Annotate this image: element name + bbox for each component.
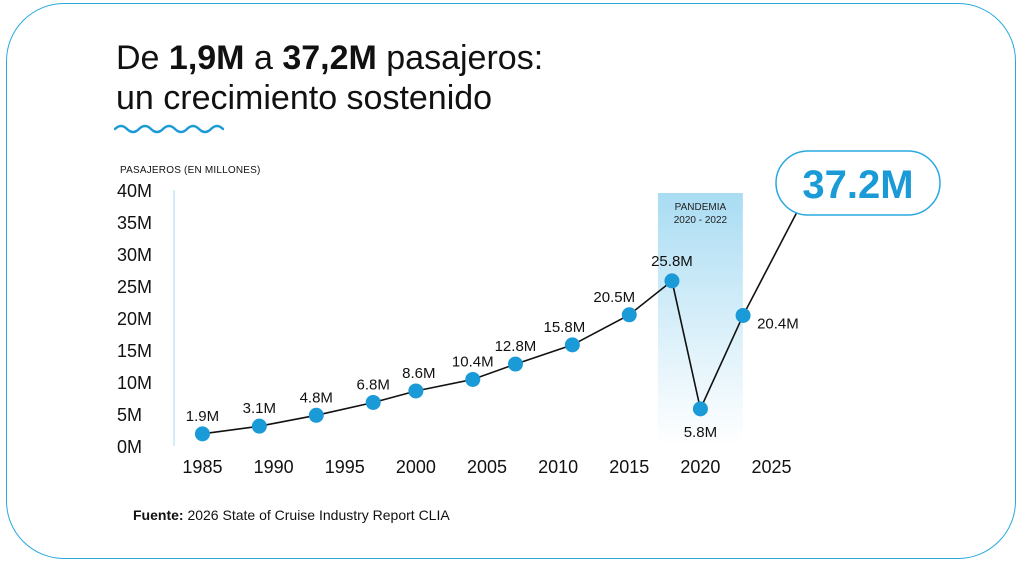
data-label: 20.5M: [593, 289, 635, 306]
data-point: [251, 418, 267, 434]
x-tick-label: 2025: [752, 457, 792, 477]
data-label: 6.8M: [357, 376, 390, 393]
data-label: 10.4M: [452, 353, 494, 370]
projection-value-label: 37.2M: [802, 163, 913, 207]
data-label: 5.8M: [684, 424, 717, 441]
data-point: [365, 394, 381, 410]
data-label: 15.8M: [544, 319, 586, 336]
y-tick-label: 30M: [117, 245, 152, 265]
y-tick-label: 10M: [117, 373, 152, 393]
data-point: [735, 307, 751, 323]
x-tick-label: 2000: [396, 457, 436, 477]
chart-title: De 1,9M a 37,2M pasajeros: un crecimient…: [116, 38, 543, 118]
title-highlight-end: 37,2M: [282, 39, 377, 77]
data-point: [507, 356, 523, 372]
x-tick-label: 2015: [609, 457, 649, 477]
series-line: [202, 279, 744, 435]
x-tick-label: 2005: [467, 457, 507, 477]
title-line-2: un crecimiento sostenido: [116, 79, 493, 117]
x-tick-label: 1985: [182, 457, 222, 477]
data-label: 1.9M: [186, 408, 219, 425]
y-tick-label: 40M: [117, 181, 152, 201]
projection-line: [742, 211, 798, 316]
x-tick-label: 1995: [325, 457, 365, 477]
title-text: pasajeros:: [376, 39, 544, 77]
source-note: Fuente: 2026 State of Cruise Industry Re…: [133, 507, 450, 523]
data-point: [308, 407, 324, 423]
x-tick-label: 2010: [538, 457, 578, 477]
pandemic-band-years: 2020 - 2022: [674, 215, 728, 226]
data-point: [564, 337, 580, 353]
data-label: 3.1M: [243, 400, 276, 417]
title-text: a: [244, 39, 283, 77]
title-highlight-start: 1,9M: [168, 39, 245, 77]
source-label: Fuente:: [133, 507, 184, 523]
wave-icon: [114, 124, 224, 134]
card-frame: [6, 3, 1016, 559]
y-axis-title: PASAJEROS (EN MILLONES): [120, 165, 261, 176]
x-tick-label: 1990: [254, 457, 294, 477]
y-tick-label: 0M: [117, 437, 142, 457]
data-label: 25.8M: [651, 253, 693, 270]
y-tick-label: 5M: [117, 405, 142, 425]
data-point: [621, 307, 637, 323]
data-point: [194, 426, 210, 442]
y-tick-label: 15M: [117, 341, 152, 361]
y-tick-label: 35M: [117, 213, 152, 233]
data-label: 20.4M: [757, 315, 799, 332]
y-tick-label: 25M: [117, 277, 152, 297]
source-text: 2026 State of Cruise Industry Report CLI…: [183, 507, 450, 523]
data-label: 8.6M: [402, 365, 435, 382]
x-tick-label: 2020: [680, 457, 720, 477]
data-point: [408, 383, 424, 399]
data-label: 12.8M: [495, 338, 537, 355]
data-label: 4.8M: [300, 389, 333, 406]
pandemic-band-label: PANDEMIA: [675, 202, 727, 213]
y-tick-label: 20M: [117, 309, 152, 329]
data-point: [692, 401, 708, 417]
data-point: [465, 371, 481, 387]
data-point: [664, 273, 680, 289]
title-text: De: [116, 39, 169, 77]
projection-callout: [775, 150, 941, 216]
